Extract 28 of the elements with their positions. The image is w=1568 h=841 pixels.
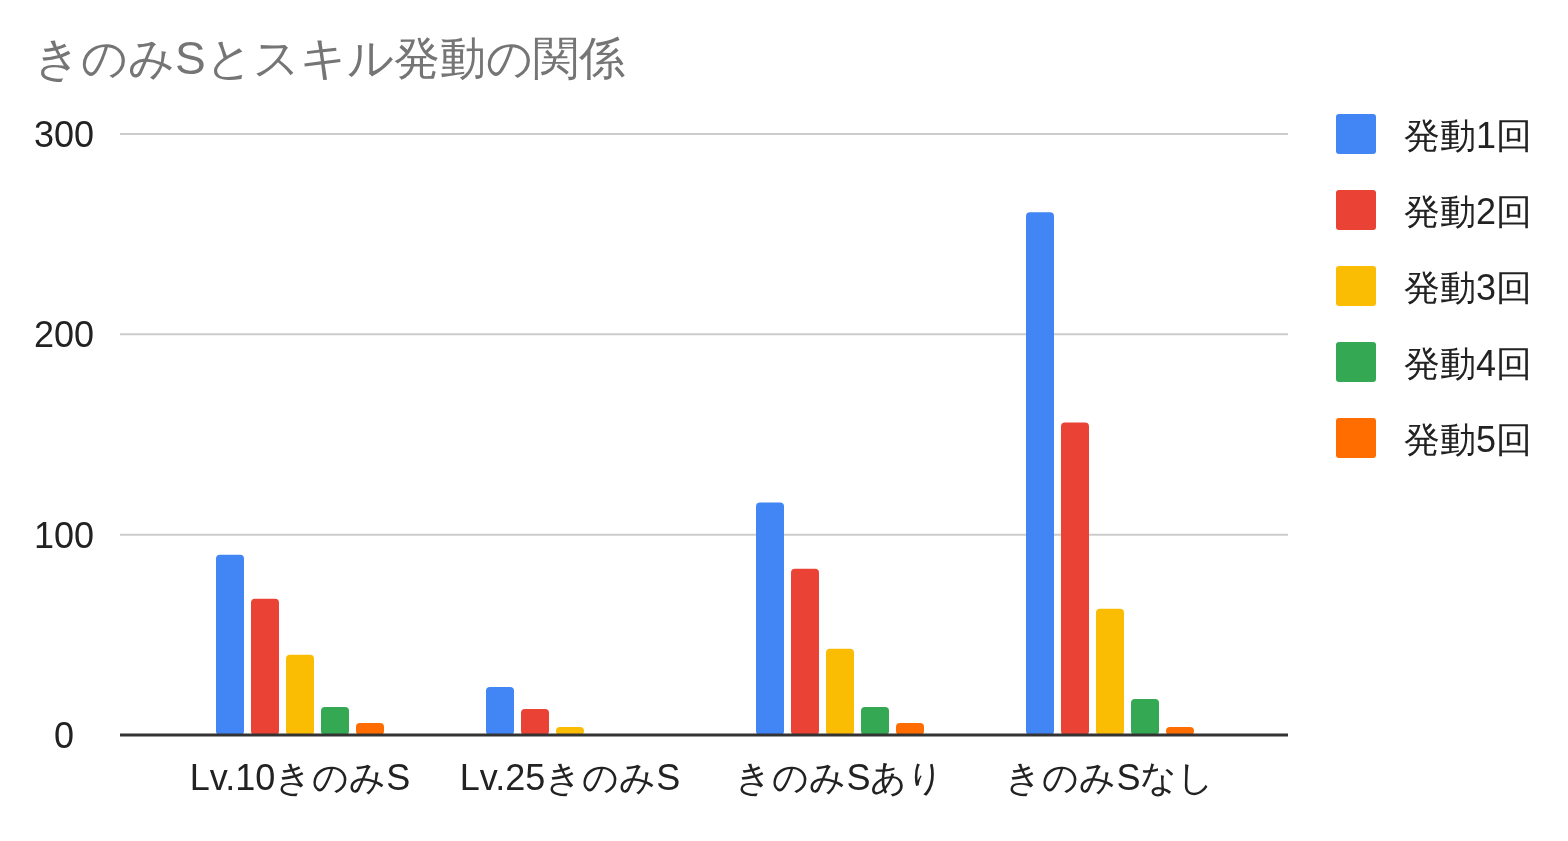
bar	[286, 654, 314, 735]
bar	[1096, 608, 1124, 735]
y-tick-label: 200	[33, 314, 95, 356]
y-tick-label: 100	[33, 514, 95, 556]
bar	[756, 502, 784, 735]
bar	[486, 686, 514, 735]
chart-title: きのみSとスキル発動の関係	[34, 32, 625, 84]
bar	[251, 598, 279, 735]
bar	[826, 648, 854, 735]
x-tick-label: きのみSあり	[735, 757, 945, 798]
x-tick-label: Lv.25きのみS	[459, 757, 681, 798]
y-tick-label: 0	[53, 715, 75, 756]
bar	[1131, 698, 1159, 735]
bar	[321, 706, 349, 735]
legend-label: 発動3回	[1404, 267, 1533, 308]
bar	[1061, 422, 1089, 735]
bar	[861, 706, 889, 735]
bar	[216, 554, 244, 735]
legend-label: 発動4回	[1404, 343, 1533, 384]
y-tick-label: 300	[33, 114, 95, 155]
x-tick-label: Lv.10きのみS	[189, 757, 411, 798]
bar	[791, 568, 819, 735]
legend-label: 発動5回	[1404, 419, 1533, 460]
legend-label: 発動1回	[1404, 115, 1533, 156]
bar	[521, 708, 549, 735]
bar	[1026, 212, 1054, 735]
x-tick-label: きのみSなし	[1005, 757, 1215, 798]
legend-label: 発動2回	[1404, 191, 1533, 232]
